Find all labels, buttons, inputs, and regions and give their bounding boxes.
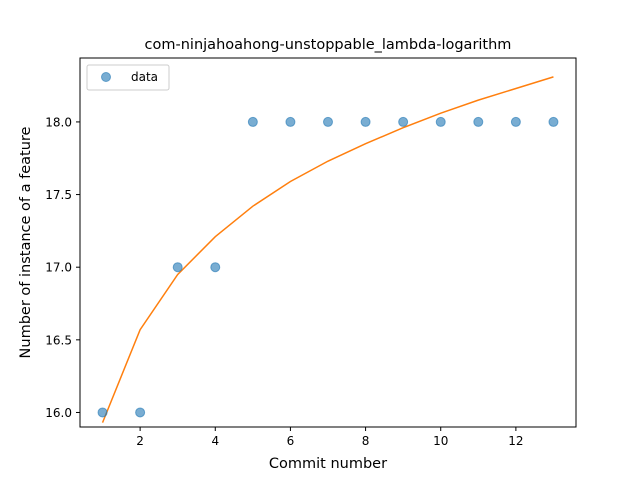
y-tick-label: 17.0: [45, 261, 72, 275]
x-axis-label: Commit number: [269, 456, 387, 472]
data-point: [135, 407, 146, 418]
y-axis-label: Number of instance of a feature: [18, 126, 34, 358]
data-point: [323, 116, 333, 127]
plot-frame: [79, 57, 577, 428]
data-point: [97, 407, 108, 418]
x-tick-label: 12: [508, 434, 523, 448]
legend-label-data: data: [131, 70, 158, 84]
plot-area: [80, 58, 576, 427]
legend: data: [86, 64, 170, 91]
chart-title: com-ninjahoahong-unstoppable_lambda-loga…: [145, 37, 512, 53]
data-point: [435, 116, 446, 127]
legend-marker-data: [101, 72, 111, 82]
data-point: [210, 262, 221, 273]
data-point: [247, 116, 258, 127]
data-point: [510, 116, 521, 127]
x-tick-label: 10: [433, 434, 448, 448]
data-point: [548, 116, 559, 127]
legend-box: [86, 64, 170, 91]
x-tick-label: 2: [136, 434, 144, 448]
x-tick-label: 6: [287, 434, 295, 448]
y-tick-label: 18.0: [45, 115, 72, 129]
data-point: [285, 116, 296, 127]
y-tick-label: 16.5: [45, 333, 72, 347]
y-tick-label: 16.0: [45, 406, 72, 420]
data-point: [398, 116, 409, 127]
x-tick-label: 8: [362, 434, 370, 448]
data-point: [172, 262, 183, 273]
fit-line: [101, 76, 554, 423]
x-tick-label: 4: [211, 434, 219, 448]
data-point: [360, 116, 371, 127]
y-tick-label: 17.5: [45, 188, 72, 202]
data-point: [473, 116, 484, 127]
